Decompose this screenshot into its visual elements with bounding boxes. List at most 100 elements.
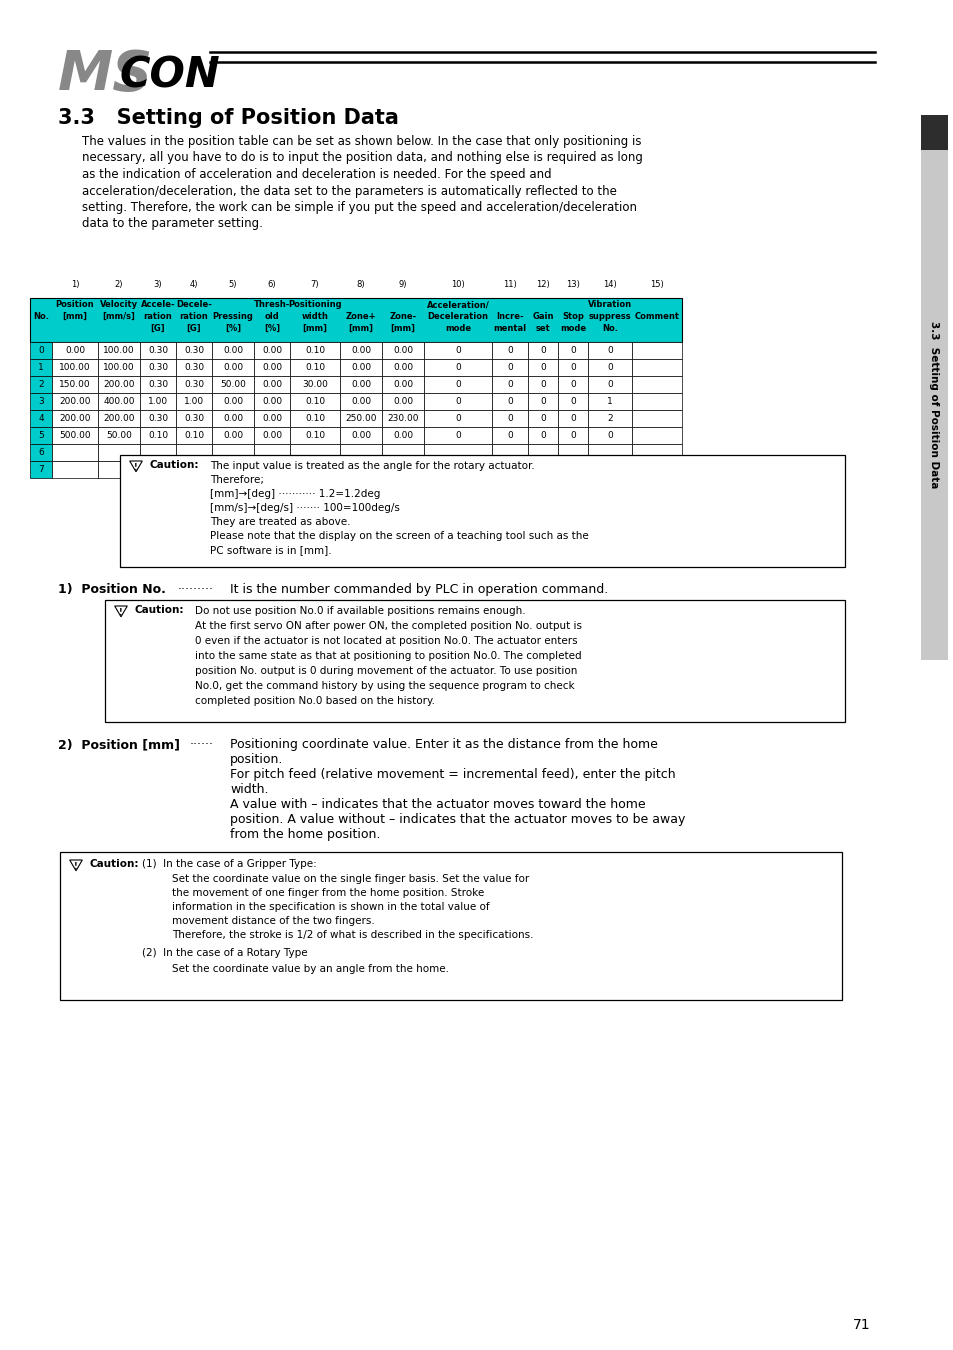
Bar bbox=[290, 359, 339, 377]
Text: 0.00: 0.00 bbox=[393, 397, 413, 406]
Bar bbox=[587, 377, 631, 393]
Bar bbox=[253, 359, 290, 377]
Text: 4: 4 bbox=[38, 414, 44, 423]
Text: MS: MS bbox=[58, 49, 153, 103]
Text: old: old bbox=[264, 312, 279, 321]
Bar bbox=[212, 427, 253, 444]
Text: 14): 14) bbox=[602, 279, 617, 289]
Text: 0.30: 0.30 bbox=[184, 346, 204, 355]
Text: 0.10: 0.10 bbox=[305, 414, 325, 423]
Text: mode: mode bbox=[444, 324, 471, 333]
Bar bbox=[381, 427, 423, 444]
Text: 9): 9) bbox=[398, 279, 407, 289]
Bar bbox=[98, 393, 140, 410]
Text: 0.10: 0.10 bbox=[148, 431, 168, 440]
Text: Caution:: Caution: bbox=[150, 460, 199, 470]
Text: 1): 1) bbox=[71, 279, 79, 289]
Bar bbox=[140, 427, 175, 444]
Bar bbox=[558, 377, 587, 393]
Text: 10): 10) bbox=[451, 279, 464, 289]
Bar bbox=[140, 342, 175, 359]
Text: position No. output is 0 during movement of the actuator. To use position: position No. output is 0 during movement… bbox=[194, 666, 577, 676]
Bar bbox=[381, 377, 423, 393]
Bar bbox=[30, 377, 52, 393]
Text: [mm]: [mm] bbox=[390, 324, 416, 333]
Text: position. A value without – indicates that the actuator moves to be away: position. A value without – indicates th… bbox=[230, 813, 684, 826]
Bar bbox=[140, 393, 175, 410]
Bar bbox=[290, 427, 339, 444]
Bar bbox=[492, 377, 527, 393]
Bar bbox=[492, 460, 527, 478]
Bar bbox=[253, 427, 290, 444]
Text: 0: 0 bbox=[570, 379, 576, 389]
Bar bbox=[30, 298, 681, 342]
Text: PC software is in [mm].: PC software is in [mm]. bbox=[210, 545, 332, 555]
Text: 100.00: 100.00 bbox=[59, 363, 91, 373]
Bar bbox=[381, 359, 423, 377]
Text: (1)  In the case of a Gripper Type:: (1) In the case of a Gripper Type: bbox=[142, 859, 316, 869]
Text: acceleration/deceleration, the data set to the parameters is automatically refle: acceleration/deceleration, the data set … bbox=[82, 185, 617, 197]
Bar bbox=[253, 410, 290, 427]
Text: as the indication of acceleration and deceleration is needed. For the speed and: as the indication of acceleration and de… bbox=[82, 167, 551, 181]
Text: ······: ······ bbox=[190, 738, 213, 751]
Text: No.0, get the command history by using the sequence program to check: No.0, get the command history by using t… bbox=[194, 680, 574, 691]
Text: 4): 4) bbox=[190, 279, 198, 289]
Bar bbox=[423, 460, 492, 478]
Bar bbox=[290, 377, 339, 393]
Bar bbox=[30, 393, 52, 410]
Bar bbox=[423, 342, 492, 359]
Text: 0.30: 0.30 bbox=[148, 363, 168, 373]
Bar bbox=[423, 410, 492, 427]
Text: 250.00: 250.00 bbox=[345, 414, 376, 423]
Bar bbox=[175, 410, 212, 427]
Text: No.: No. bbox=[33, 312, 49, 321]
Text: from the home position.: from the home position. bbox=[230, 828, 380, 841]
Text: 0: 0 bbox=[539, 414, 545, 423]
Bar bbox=[253, 460, 290, 478]
Bar bbox=[175, 444, 212, 460]
Text: the movement of one finger from the home position. Stroke: the movement of one finger from the home… bbox=[172, 888, 484, 898]
Text: Caution:: Caution: bbox=[90, 859, 139, 869]
Bar bbox=[212, 444, 253, 460]
Bar bbox=[631, 377, 681, 393]
Text: Vibration: Vibration bbox=[587, 300, 632, 309]
Bar bbox=[558, 460, 587, 478]
Bar bbox=[105, 599, 844, 722]
Bar bbox=[290, 393, 339, 410]
Bar bbox=[98, 377, 140, 393]
Bar bbox=[631, 460, 681, 478]
Text: 0: 0 bbox=[570, 414, 576, 423]
Text: 1: 1 bbox=[606, 397, 612, 406]
Bar bbox=[423, 393, 492, 410]
Text: 3.3   Setting of Position Data: 3.3 Setting of Position Data bbox=[58, 108, 398, 128]
Bar bbox=[339, 359, 381, 377]
Bar bbox=[98, 460, 140, 478]
Bar bbox=[140, 377, 175, 393]
Text: 8): 8) bbox=[356, 279, 365, 289]
Text: 1)  Position No.: 1) Position No. bbox=[58, 583, 166, 595]
Bar bbox=[140, 359, 175, 377]
Text: 0.00: 0.00 bbox=[262, 431, 282, 440]
Bar bbox=[631, 393, 681, 410]
Bar bbox=[492, 359, 527, 377]
Bar bbox=[290, 460, 339, 478]
Text: Acceleration/: Acceleration/ bbox=[426, 300, 489, 309]
Text: CON: CON bbox=[120, 55, 220, 97]
Text: 0.10: 0.10 bbox=[305, 346, 325, 355]
Text: Accele-: Accele- bbox=[140, 300, 175, 309]
Text: !: ! bbox=[134, 463, 137, 472]
Text: 0.00: 0.00 bbox=[351, 431, 371, 440]
Text: 0: 0 bbox=[606, 346, 612, 355]
Bar bbox=[558, 410, 587, 427]
Bar bbox=[98, 359, 140, 377]
Bar bbox=[30, 427, 52, 444]
Text: [mm]: [mm] bbox=[63, 312, 88, 321]
Text: 0: 0 bbox=[570, 363, 576, 373]
Text: 0: 0 bbox=[539, 431, 545, 440]
Text: 5): 5) bbox=[229, 279, 237, 289]
Text: 2: 2 bbox=[606, 414, 612, 423]
Bar bbox=[212, 359, 253, 377]
Bar bbox=[253, 377, 290, 393]
Bar bbox=[423, 427, 492, 444]
Text: 0.30: 0.30 bbox=[184, 414, 204, 423]
